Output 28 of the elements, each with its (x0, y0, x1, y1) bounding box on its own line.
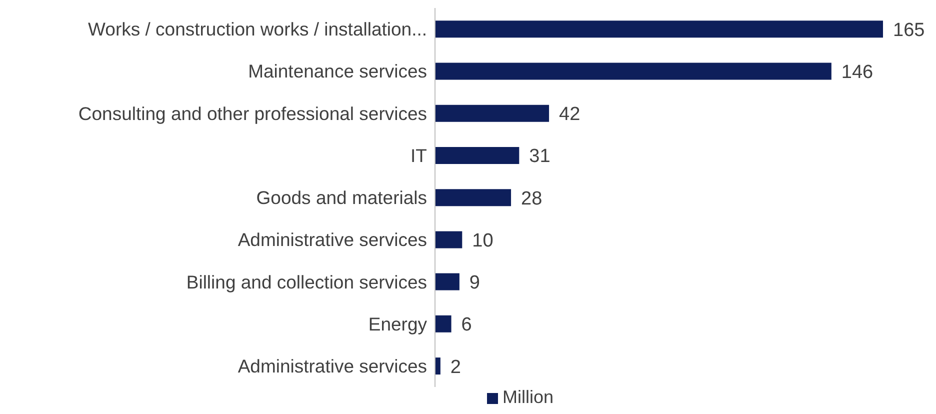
bar (435, 231, 462, 248)
y-tick-label: IT (410, 144, 427, 166)
y-tick-label: Consulting and other professional services (78, 102, 427, 124)
bar (435, 146, 520, 164)
bar (435, 62, 832, 80)
y-tick-label: Administrative services (238, 356, 427, 377)
y-tick-label: Energy (368, 313, 428, 334)
bar (435, 358, 440, 375)
y-tick-label: Administrative services (238, 229, 427, 250)
y-tick-label: Goods and materials (256, 187, 427, 208)
legend-label: Million (502, 387, 554, 407)
y-tick-label: Billing and collection services (186, 271, 427, 292)
data-label: 9 (469, 272, 480, 294)
data-label: 10 (472, 230, 494, 252)
bar (435, 20, 883, 38)
y-tick-label: Works / construction works / installation... (88, 18, 427, 40)
data-label: 6 (461, 314, 472, 336)
data-label: 146 (841, 62, 874, 83)
data-label: 165 (893, 20, 925, 41)
data-label: 31 (529, 146, 550, 168)
bar (435, 189, 512, 206)
bar (435, 315, 452, 332)
data-label: 42 (559, 104, 580, 126)
y-tick-label: Maintenance services (248, 60, 427, 82)
data-label: 28 (521, 188, 542, 210)
bar (435, 273, 460, 290)
bar (435, 104, 550, 122)
data-label: 2 (450, 356, 462, 378)
